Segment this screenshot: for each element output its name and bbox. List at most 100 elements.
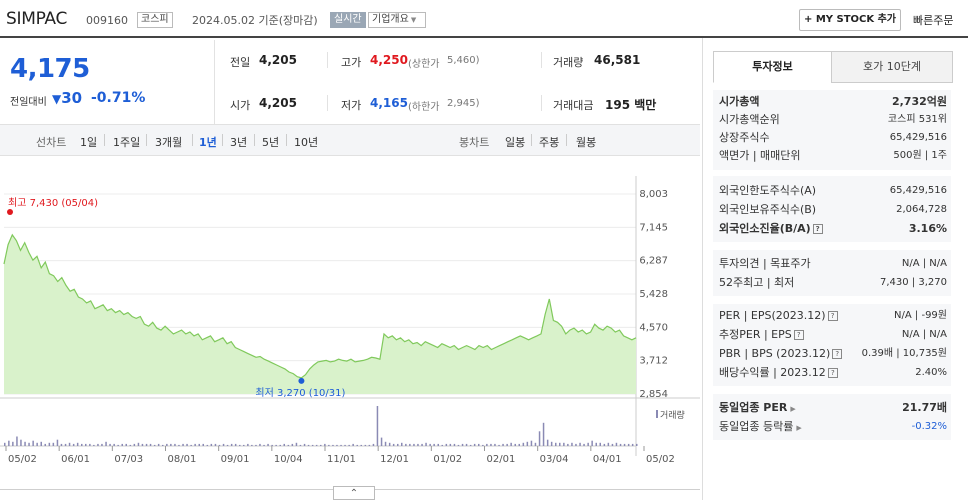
volume-bar [287, 444, 290, 446]
help-icon[interactable]: ? [812, 224, 823, 234]
volume-bar [623, 443, 626, 446]
info-row: 액면가 | 매매단위 500원 | 1주 [719, 147, 947, 165]
high-marker [7, 209, 13, 215]
low-annotation: 최저 3,270 (10/31) [255, 387, 345, 399]
info-row: 외국인소진율(B/A)? 3.16% [719, 220, 947, 238]
volume-bar [279, 444, 281, 446]
opinion-label: 투자의견 | 목표주가 [719, 257, 811, 270]
volume-bar [445, 443, 448, 446]
volume-bar [388, 442, 391, 446]
volume-bar [271, 444, 273, 446]
info-row: 시가총액 2,732억원 [719, 93, 947, 111]
volume-bar [162, 444, 164, 446]
market-cap-rank-label: 시가총액순위 [719, 113, 780, 126]
industry-change-label[interactable]: 동일업종 등락률 ▶ [719, 418, 802, 437]
info-row: 추정PER | EPS? N/A | N/A [719, 326, 947, 344]
change-label: 전일대비 [10, 97, 47, 108]
period-10y[interactable]: 10년 [294, 136, 319, 149]
volume-bar [392, 443, 395, 446]
help-icon[interactable]: ? [827, 311, 838, 321]
help-icon[interactable]: ? [827, 368, 838, 378]
volume-bar [469, 444, 472, 446]
foreign-ratio-label: 외국인소진율(B/A)? [719, 220, 823, 238]
open-value: 4,205 [259, 96, 297, 110]
pbr-bps-label: PBR | BPS (2023.12)? [719, 345, 843, 363]
volume-bar [563, 442, 565, 446]
price-chart[interactable]: 8,003 7,145 6,287 5,428 4,570 3,712 2,854 05/02… [0, 176, 700, 500]
volume-bar [320, 444, 322, 446]
high-value: 4,250 [370, 53, 408, 67]
volume-bar [198, 443, 200, 446]
volume-bar [153, 444, 156, 446]
volume-bar [64, 443, 67, 446]
y-tick-label: 4,570 [639, 322, 668, 333]
period-3y[interactable]: 3년 [230, 136, 248, 149]
divider [222, 134, 223, 146]
realtime-badge[interactable]: 실시간 [330, 12, 366, 28]
trade-amount-label: 거래대금 [553, 99, 594, 112]
period-5y[interactable]: 5년 [262, 136, 280, 149]
period-1w[interactable]: 1주일 [113, 136, 141, 149]
tab-investment-info[interactable]: 투자정보 [713, 51, 832, 83]
foreign-ratio-value: 3.16% [908, 222, 947, 235]
period-1y[interactable]: 1년 [199, 136, 217, 149]
volume-bar [490, 443, 492, 446]
volume-bar [93, 444, 95, 446]
volume-bar [473, 443, 476, 446]
x-tick-label: 10/04 [274, 454, 303, 465]
company-info-dropdown[interactable]: 기업개요 ▼ [368, 12, 426, 28]
volume-bar [478, 443, 480, 446]
divider [541, 52, 542, 68]
volume-bar [575, 443, 577, 446]
candle-monthly[interactable]: 월봉 [576, 136, 597, 149]
tab-order-book[interactable]: 호가 10단계 [831, 51, 953, 83]
volume-bar [202, 443, 204, 446]
price-area [4, 234, 636, 394]
volume-bar [117, 444, 119, 446]
opinion-value: N/A | N/A [901, 258, 947, 269]
volume-bar [494, 443, 496, 446]
y-tick-label: 7,145 [639, 222, 668, 233]
candle-daily[interactable]: 일봉 [505, 136, 526, 149]
opinion-section: 투자의견 | 목표주가 N/A | N/A 52주최고 | 최저 7,430 | 3… [713, 250, 951, 296]
divider [566, 134, 567, 146]
volume-bar [315, 444, 318, 446]
help-icon[interactable]: ? [832, 349, 843, 359]
divider [104, 134, 105, 146]
par-value-value: 500원 | 1주 [893, 150, 947, 161]
volume-bar [465, 443, 468, 446]
volume-bar [360, 444, 362, 446]
volume-bar [141, 443, 144, 446]
quick-order-button[interactable]: 빠른주문 [913, 14, 954, 27]
stock-header: SIMPAC 009160 코스피 2024.05.02 기준(장마감) 실시간… [0, 0, 968, 36]
x-tick-label: 07/03 [114, 454, 143, 465]
volume-bar [364, 444, 367, 446]
volume-bar [461, 443, 464, 446]
volume-bar [72, 443, 75, 446]
volume-bar [157, 443, 160, 446]
volume-bar [275, 444, 277, 446]
period-1d[interactable]: 1일 [80, 136, 98, 149]
volume-bar [206, 444, 209, 446]
volume-bar [567, 443, 569, 446]
volume-bar [48, 442, 51, 446]
help-icon[interactable]: ? [793, 330, 804, 340]
volume-bar [336, 444, 338, 446]
volume-bars [4, 406, 638, 446]
dividend-label: 배당수익률 | 2023.12? [719, 364, 838, 382]
volume-bar [8, 440, 10, 446]
volume-bar [68, 442, 71, 446]
volume-bar [376, 406, 379, 446]
volume-bar [453, 443, 456, 446]
candle-weekly[interactable]: 주봉 [539, 136, 560, 149]
volume-bar [550, 441, 553, 446]
volume-value: 46,581 [594, 53, 641, 67]
collapse-button[interactable]: ⌃ [333, 486, 375, 500]
add-mystock-button[interactable]: + MY STOCK 추가 [799, 9, 901, 31]
chevron-down-icon: ▼ [410, 16, 417, 24]
volume-bar [251, 444, 253, 446]
chart-annotations: 최고 7,430 (05/04) 최저 3,270 (10/31) [7, 197, 346, 399]
industry-per-label[interactable]: 동일업종 PER ▶ [719, 399, 796, 418]
volume-bar [619, 443, 622, 446]
period-3m[interactable]: 3개월 [155, 136, 183, 149]
